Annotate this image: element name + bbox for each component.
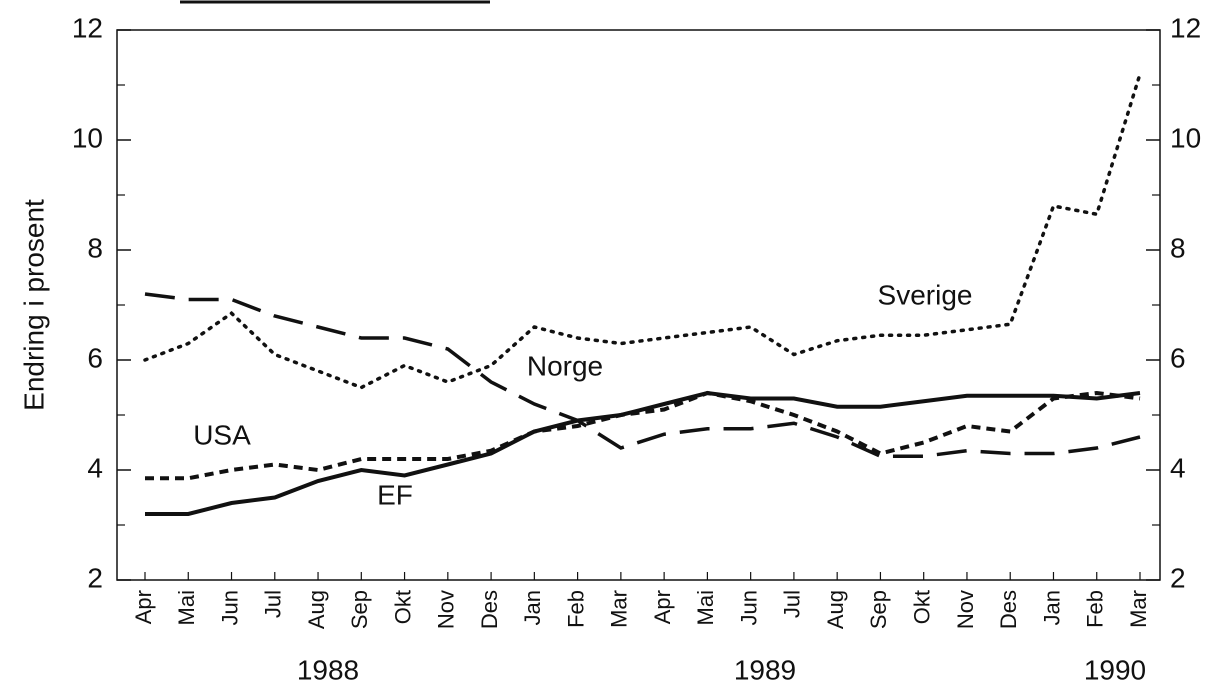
line <box>144 292 1141 458</box>
x-tick-label: Jan <box>1039 590 1064 625</box>
x-tick-label: Aug <box>823 590 848 629</box>
x-tick-label: Jun <box>217 590 242 625</box>
x-tick-label: Apr <box>131 590 156 624</box>
x-tick-label: Sep <box>866 590 891 629</box>
line <box>143 72 1142 390</box>
line <box>145 390 1141 516</box>
y2-tick-label: 12 <box>1170 12 1201 43</box>
year-label: 1989 <box>734 654 796 685</box>
x-tick-label: Jun <box>736 590 761 625</box>
x-tick-label: Apr <box>650 590 675 624</box>
y-tick-label: 4 <box>87 452 103 483</box>
x-tick-label: Okt <box>910 590 935 624</box>
y-tick-label: 10 <box>72 122 103 153</box>
series-label: USA <box>193 419 251 450</box>
x-tick-label: Des <box>477 590 502 629</box>
x-tick-label: Feb <box>1083 590 1108 628</box>
x-tick-label: Mai <box>174 590 199 625</box>
line <box>145 390 1141 481</box>
series-label: EF <box>377 479 413 510</box>
x-tick-label: Mar <box>1126 590 1151 628</box>
y-tick-label: 6 <box>87 342 103 373</box>
x-tick-label: Sep <box>347 590 372 629</box>
series-label: Sverige <box>878 279 973 310</box>
x-tick-label: Mar <box>607 590 632 628</box>
x-tick-label: Jul <box>261 590 286 618</box>
y-tick-label: 8 <box>87 232 103 263</box>
x-tick-label: Feb <box>563 590 588 628</box>
year-label: 1988 <box>297 654 359 685</box>
x-tick-label: Jul <box>780 590 805 618</box>
x-tick-label: Aug <box>304 590 329 629</box>
x-tick-label: Nov <box>953 590 978 629</box>
y2-tick-label: 8 <box>1170 232 1186 263</box>
y2-tick-label: 4 <box>1170 452 1186 483</box>
y-tick-label: 2 <box>87 562 103 593</box>
x-tick-label: Okt <box>390 590 415 624</box>
x-tick-label: Nov <box>434 590 459 629</box>
y-tick-label: 12 <box>72 12 103 43</box>
y2-tick-label: 6 <box>1170 342 1186 373</box>
y2-tick-label: 10 <box>1170 122 1201 153</box>
x-tick-label: Mai <box>693 590 718 625</box>
year-label: 1990 <box>1084 654 1146 685</box>
series-label: Norge <box>527 350 603 381</box>
x-tick-label: Des <box>996 590 1021 629</box>
y2-tick-label: 2 <box>1170 562 1186 593</box>
x-tick-label: Jan <box>520 590 545 625</box>
y-axis-label: Endring i prosent <box>18 199 49 411</box>
